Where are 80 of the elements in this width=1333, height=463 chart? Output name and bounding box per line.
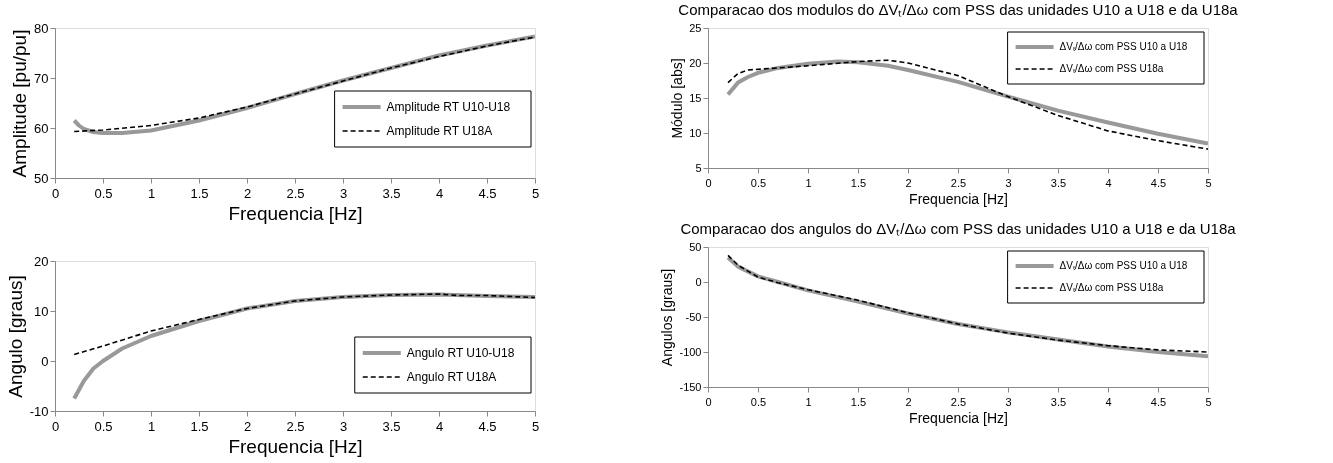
y-tick-label: 15 [689, 91, 702, 104]
x-tick-label: 5 [1205, 395, 1212, 408]
x-tick-label: 0 [705, 395, 712, 408]
x-axis-title: Frequencia [Hz] [909, 409, 1008, 426]
legend-label: ΔVₜ/Δω com PSS U10 a U18 [1059, 260, 1188, 271]
x-tick-label: 3.5 [1050, 395, 1067, 408]
x-tick-label: 1.5 [850, 395, 867, 408]
y-tick-label: -150 [679, 380, 702, 393]
legend-label: ΔVₜ/Δω com PSS U10 a U18 [1059, 41, 1188, 52]
x-axis-title: Frequencia [Hz] [228, 435, 363, 457]
x-tick-label: 1.5 [850, 176, 867, 189]
x-tick-label: 4 [435, 185, 444, 201]
x-tick-label: 4.5 [1150, 176, 1167, 189]
y-tick-label: 20 [689, 56, 702, 69]
x-tick-label: 2.5 [286, 418, 305, 434]
x-tick-label: 1 [147, 418, 156, 434]
x-tick-label: 1.5 [190, 418, 209, 434]
x-tick-label: 4 [435, 418, 444, 434]
x-tick-label: 0.5 [94, 185, 113, 201]
x-tick-label: 3 [339, 418, 348, 434]
x-tick-label: 2.5 [950, 176, 967, 189]
y-tick-label: 70 [34, 70, 49, 86]
x-tick-label: 1.5 [190, 185, 209, 201]
x-tick-label: 3.5 [382, 185, 401, 201]
y-tick-label: 0 [695, 275, 702, 288]
y-tick-label: -50 [685, 310, 702, 323]
y-tick-label: 25 [689, 21, 702, 34]
x-axis-title: Frequencia [Hz] [909, 190, 1008, 207]
x-tick-label: 2 [243, 418, 252, 434]
x-tick-label: 1 [147, 185, 156, 201]
x-tick-label: 4.5 [1150, 395, 1167, 408]
y-tick-label: 10 [689, 126, 702, 139]
x-tick-label: 2 [243, 185, 252, 201]
legend-label: ΔVₜ/Δω com PSS U18a [1059, 282, 1164, 293]
x-tick-label: 4 [1105, 176, 1112, 189]
y-tick-label: 50 [34, 170, 49, 186]
y-tick-label: 20 [34, 253, 49, 269]
legend-label: Angulo RT U18A [406, 370, 497, 384]
y-axis-title: Módulo [abs] [669, 58, 686, 139]
x-axis-title: Frequencia [Hz] [228, 202, 363, 224]
x-tick-label: 4.5 [478, 185, 497, 201]
x-tick-label: 3 [1005, 395, 1012, 408]
x-tick-label: 0 [51, 418, 60, 434]
x-tick-label: 0.5 [94, 418, 113, 434]
y-tick-label: 50 [689, 240, 702, 253]
x-tick-label: 2 [905, 395, 912, 408]
legend-label: Amplitude RT U18A [386, 124, 493, 138]
x-tick-label: 5 [531, 185, 540, 201]
y-axis-title: Angulos [graus] [659, 268, 676, 367]
x-tick-label: 2 [905, 176, 912, 189]
x-tick-label: 0 [705, 176, 712, 189]
y-tick-label: -100 [679, 345, 702, 358]
x-tick-label: 5 [531, 418, 540, 434]
y-tick-label: 5 [695, 161, 702, 174]
x-tick-label: 2.5 [950, 395, 967, 408]
legend-label: ΔVₜ/Δω com PSS U18a [1059, 63, 1164, 74]
x-tick-label: 3 [1005, 176, 1012, 189]
y-axis-title: Amplitude [pu/pu] [9, 29, 31, 178]
y-tick-label: 10 [34, 303, 49, 319]
y-tick-label: 60 [34, 120, 49, 136]
chart-title: Comparacao dos angulos do ΔVₜ/Δω com PSS das unidades U10 a U18 e da U18a [680, 220, 1237, 237]
y-axis-title: Angulo [graus] [4, 275, 26, 398]
y-tick-label: -10 [29, 403, 49, 419]
x-tick-label: 3 [339, 185, 348, 201]
x-tick-label: 4 [1105, 395, 1112, 408]
x-tick-label: 0 [51, 185, 60, 201]
x-tick-label: 3.5 [1050, 176, 1067, 189]
x-tick-label: 0.5 [750, 395, 767, 408]
x-tick-label: 1 [805, 395, 812, 408]
chart-title: Comparacao dos modulos do ΔVₜ/Δω com PSS das unidades U10 a U18 e da U18a [678, 1, 1239, 18]
x-tick-label: 3.5 [382, 418, 401, 434]
legend-label: Amplitude RT U10-U18 [386, 100, 511, 114]
y-tick-label: 80 [34, 20, 49, 36]
x-tick-label: 2.5 [286, 185, 305, 201]
x-tick-label: 1 [805, 176, 812, 189]
legend-label: Angulo RT U10-U18 [406, 346, 515, 360]
y-tick-label: 0 [41, 353, 49, 369]
x-tick-label: 5 [1205, 176, 1212, 189]
x-tick-label: 0.5 [750, 176, 767, 189]
x-tick-label: 4.5 [478, 418, 497, 434]
